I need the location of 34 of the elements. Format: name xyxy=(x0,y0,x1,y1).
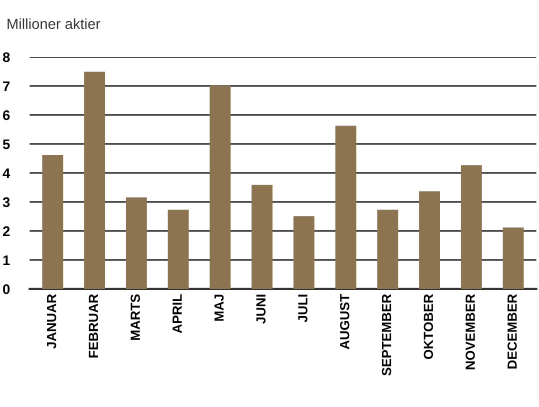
bar xyxy=(84,72,106,289)
x-tick-label: JUNI xyxy=(256,294,266,324)
bar xyxy=(168,210,189,289)
x-tick-label: MAJ xyxy=(214,294,224,321)
bar xyxy=(210,85,231,289)
bar xyxy=(42,154,64,289)
x-tick-label: FEBRUAR xyxy=(88,294,98,358)
bar xyxy=(377,210,398,289)
x-tick-label: MARTS xyxy=(130,294,140,340)
y-tick-label: 8 xyxy=(2,52,10,62)
x-tick-label: JULI xyxy=(298,294,308,322)
y-tick-label: 2 xyxy=(2,226,10,236)
y-tick-label: 1 xyxy=(3,255,10,266)
x-tick-label: AUGUST xyxy=(340,294,350,350)
x-tick-label: SEPTEMBER xyxy=(382,294,392,376)
x-tick-label: NOVEMBER xyxy=(466,294,475,370)
x-tick-label: OKTOBER xyxy=(424,294,434,360)
bar xyxy=(126,197,147,289)
x-tick-label: JANUAR xyxy=(47,294,56,349)
y-tick-label: 0 xyxy=(3,284,10,294)
chart-title: Millioner aktier xyxy=(8,18,100,30)
y-tick-label: 3 xyxy=(2,197,10,208)
y-tick-label: 5 xyxy=(2,139,10,150)
bar xyxy=(460,165,482,289)
x-tick-label: DECEMBER xyxy=(507,294,517,368)
bar xyxy=(252,184,273,289)
y-tick-label: 7 xyxy=(3,81,10,92)
bar xyxy=(502,227,524,289)
y-tick-label: 4 xyxy=(2,168,10,178)
bar xyxy=(335,126,356,289)
y-tick-label: 6 xyxy=(2,110,10,120)
bar xyxy=(419,191,440,289)
x-tick-label: APRIL xyxy=(172,294,182,334)
bar xyxy=(293,216,314,289)
